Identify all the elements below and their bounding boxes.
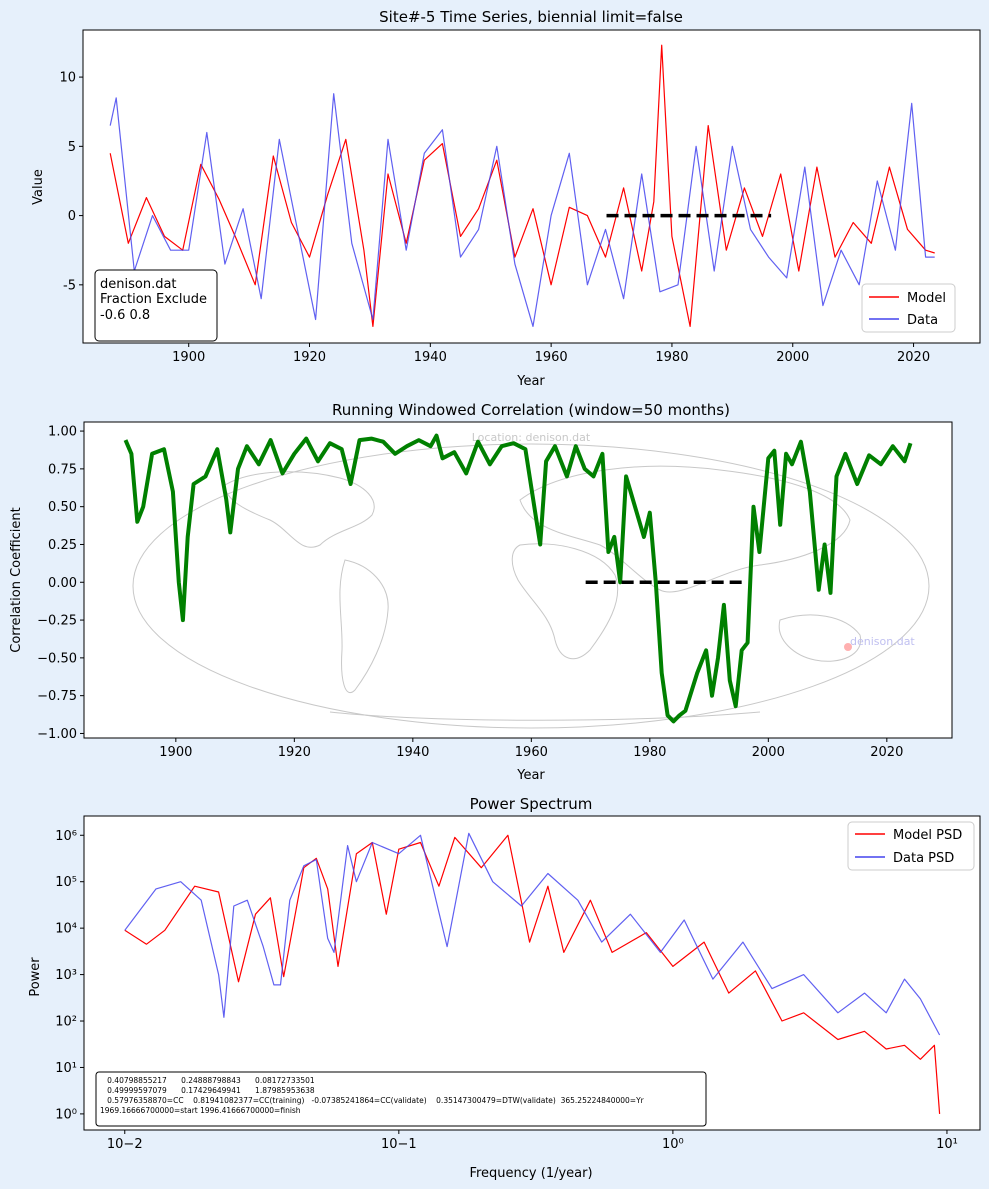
time-series-ticks: 1900 1920 1940 1960 1980 2000 2020 -5 0 5 10 (59, 71, 930, 365)
x-tick-label: 1940 (396, 745, 429, 760)
statistics-line-1: 0.40798855217 0.24888798843 0.0817273350… (100, 1076, 315, 1085)
map-outline (132, 443, 930, 729)
legend-model-psd-label: Model PSD (893, 828, 962, 843)
time-series-annotation-box: denison.dat Fraction Exclude -0.6 0.8 (94, 269, 218, 342)
y-tick-label: 0.00 (48, 576, 77, 591)
correlation-ticks: 1900 1920 1940 1960 1980 2000 2020 −1.00 −0.75 −0… (37, 425, 903, 760)
y-tick-label: 0.50 (48, 500, 77, 515)
x-tick-label: 1920 (278, 745, 311, 760)
annotation-frame (94, 269, 218, 342)
power-spectrum-panel: Power Spectrum Frequency (1/year) Power … (28, 795, 981, 1181)
map-site-marker (844, 643, 852, 651)
legend-data-label: Data (907, 313, 938, 328)
y-tick-label: 10² (55, 1015, 77, 1030)
map-location-label: Location: denison.dat (472, 431, 591, 444)
y-tick-label: −0.25 (37, 614, 77, 629)
y-tick-label: 10⁶ (55, 829, 77, 844)
power-spectrum-xlabel: Frequency (1/year) (469, 1166, 592, 1181)
series-line-model (109, 44, 935, 327)
map-eurasia (519, 465, 851, 593)
annotation-line-3: -0.6 0.8 (100, 308, 150, 323)
correlation-ylabel: Correlation Coefficient (9, 507, 24, 653)
series-line-correlation (123, 433, 913, 724)
world-map-background (132, 443, 930, 729)
correlation-title: Running Windowed Correlation (window=50 … (332, 401, 730, 419)
y-tick-label: -5 (63, 278, 76, 293)
map-south-america (339, 559, 389, 693)
time-series-title: Site#-5 Time Series, biennial limit=fals… (379, 8, 683, 26)
series-line-model-psd (124, 834, 941, 1114)
x-tick-label: 1920 (293, 350, 326, 365)
y-tick-label: 1.00 (48, 425, 77, 440)
power-spectrum-lines (124, 832, 941, 1114)
x-tick-label: 2000 (752, 745, 785, 760)
time-series-legend: Model Data (861, 283, 956, 333)
map-antarctica (329, 711, 761, 721)
statistics-line-2: 0.49999597079 0.17429649941 1.8798595363… (100, 1086, 315, 1095)
x-tick-label: 10−2 (107, 1137, 143, 1152)
x-tick-label: 1940 (414, 350, 447, 365)
power-spectrum-title: Power Spectrum (470, 795, 593, 813)
y-tick-label: 5 (68, 140, 76, 155)
series-line-data (109, 93, 935, 327)
x-tick-label: 1960 (515, 745, 548, 760)
series-line-data-psd (124, 832, 941, 1036)
y-tick-label: 10³ (55, 968, 77, 983)
y-tick-label: −0.50 (37, 651, 77, 666)
statistics-annotation-box: 0.40798855217 0.24888798843 0.0817273350… (95, 1071, 707, 1127)
x-tick-label: 10¹ (936, 1137, 958, 1152)
statistics-frame (95, 1071, 707, 1127)
correlation-panel: Running Windowed Correlation (window=50 … (9, 401, 953, 783)
x-tick-label: 10−1 (381, 1137, 417, 1152)
power-spectrum-ylabel: Power (28, 957, 43, 997)
legend-model-label: Model (907, 291, 946, 306)
time-series-xlabel: Year (516, 374, 545, 389)
legend-frame (861, 283, 956, 333)
correlation-lines (123, 433, 913, 724)
y-tick-label: 0.25 (48, 538, 77, 553)
y-tick-label: 10⁰ (55, 1107, 77, 1122)
x-tick-label: 2020 (897, 350, 930, 365)
y-tick-label: 10 (59, 71, 76, 86)
power-spectrum-ticks: 10−2 10−1 10⁰ 10¹ 10⁰ 10¹ 10² 10³ 10⁴ 10⁵ 10⁶ (55, 829, 958, 1152)
annotation-line-1: denison.dat (100, 277, 177, 292)
y-tick-label: 10⁵ (55, 875, 77, 890)
x-tick-label: 1980 (633, 745, 666, 760)
time-series-ylabel: Value (31, 169, 46, 205)
legend-data-psd-label: Data PSD (893, 851, 954, 866)
annotation-line-2: Fraction Exclude (100, 292, 207, 307)
time-series-panel: Site#-5 Time Series, biennial limit=fals… (31, 8, 981, 389)
map-site-label: denison.dat (850, 635, 915, 648)
y-tick-label: 10¹ (55, 1061, 77, 1076)
x-tick-label: 2000 (776, 350, 809, 365)
y-tick-label: 0.75 (48, 462, 77, 477)
y-tick-label: −1.00 (37, 727, 77, 742)
time-series-lines (109, 44, 935, 327)
map-africa (511, 543, 619, 660)
x-tick-label: 1980 (655, 350, 688, 365)
x-tick-label: 2020 (870, 745, 903, 760)
x-tick-label: 1900 (159, 745, 192, 760)
y-tick-label: 10⁴ (55, 922, 77, 937)
x-tick-label: 1960 (535, 350, 568, 365)
map-australia (778, 614, 862, 662)
map-north-america (224, 471, 375, 548)
statistics-line-4: 1969.16666700000=start 1996.41666700000=… (100, 1106, 301, 1115)
y-tick-label: 0 (68, 209, 76, 224)
power-spectrum-legend: Model PSD Data PSD (847, 821, 975, 871)
x-tick-label: 10⁰ (662, 1137, 684, 1152)
time-series-axes (82, 29, 981, 344)
statistics-line-3: 0.57976358870=CC 0.81941082377=CC(traini… (100, 1096, 645, 1105)
correlation-xlabel: Year (516, 768, 545, 783)
y-tick-label: −0.75 (37, 689, 77, 704)
x-tick-label: 1900 (172, 350, 205, 365)
